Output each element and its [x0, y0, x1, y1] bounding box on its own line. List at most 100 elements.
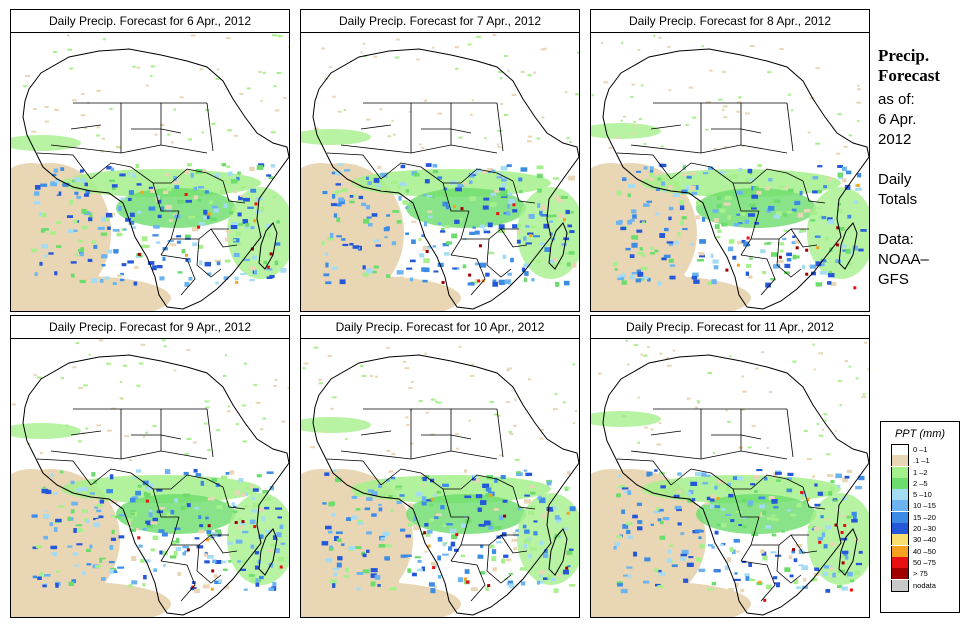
precip-cell	[565, 252, 570, 255]
precip-cell	[41, 488, 49, 494]
precip-cell	[733, 223, 740, 227]
precip-cell	[313, 128, 316, 130]
data-label: Data:	[878, 231, 914, 248]
precip-cell	[815, 142, 821, 145]
precip-cell	[328, 547, 334, 551]
precip-cell	[757, 164, 762, 168]
precip-cell	[524, 529, 530, 534]
heavy-precip-cell	[234, 521, 238, 524]
precip-cell	[469, 113, 473, 116]
precip-cell	[193, 441, 197, 444]
precip-cell	[110, 570, 118, 574]
precip-cell	[650, 166, 654, 171]
precip-cell	[653, 34, 656, 37]
precip-cell	[771, 514, 777, 517]
heavy-precip-cell	[818, 540, 822, 544]
precip-cell	[442, 243, 449, 247]
precip-cell	[481, 170, 488, 174]
precip-cell	[345, 567, 349, 573]
precip-cell	[666, 241, 674, 244]
precip-cell	[454, 548, 459, 552]
precip-cell	[70, 261, 77, 264]
precip-cell	[699, 239, 706, 244]
precip-band	[591, 411, 661, 427]
precip-cell	[794, 200, 801, 206]
heavy-precip-cell	[211, 569, 215, 573]
precip-cell	[539, 570, 545, 575]
precip-cell	[619, 213, 623, 217]
country-border	[670, 468, 751, 490]
precip-cell	[435, 400, 438, 403]
precip-cell	[836, 152, 841, 155]
precip-cell	[44, 106, 49, 108]
precip-cell	[786, 509, 792, 512]
precip-cell	[786, 489, 793, 493]
precip-cell	[363, 513, 368, 518]
precip-cell	[400, 164, 406, 169]
precip-cell	[198, 222, 205, 227]
precip-cell	[142, 583, 146, 587]
country-border	[732, 488, 759, 518]
precip-cell	[570, 263, 577, 268]
heavy-precip-cell	[806, 498, 810, 502]
legend-item: 1 –2	[891, 466, 959, 478]
precip-cell	[690, 506, 697, 512]
precip-cell	[79, 279, 86, 284]
precip-cell	[75, 524, 83, 527]
precip-cell	[672, 349, 676, 352]
precip-cell	[370, 270, 377, 274]
precip-cell	[96, 509, 102, 513]
precip-cell	[100, 232, 108, 236]
precip-cell	[321, 47, 325, 50]
precip-band	[227, 187, 289, 279]
heavy-precip-cell	[253, 525, 257, 529]
precip-cell	[362, 265, 366, 270]
precip-cell	[727, 215, 732, 220]
precip-cell	[184, 550, 188, 553]
precip-cell	[723, 202, 731, 206]
precip-cell	[280, 268, 287, 273]
precip-cell	[352, 245, 360, 249]
precip-cell	[437, 536, 443, 542]
precip-cell	[738, 476, 743, 481]
precip-cell	[801, 491, 806, 496]
country-border	[670, 162, 751, 184]
precip-cell	[265, 529, 272, 534]
precip-cell	[521, 267, 526, 272]
legend-label: 40 –50	[913, 546, 936, 556]
precip-cell	[634, 344, 639, 347]
precip-cell	[253, 270, 258, 275]
precip-cell	[858, 475, 865, 481]
data-source-line1: NOAA–	[878, 251, 929, 268]
panel-title: Daily Precip. Forecast for 7 Apr., 2012	[300, 9, 580, 33]
precip-cell	[492, 567, 497, 572]
forecast-panel-6: Daily Precip. Forecast for 11 Apr., 2012	[590, 315, 870, 618]
precip-cell	[69, 199, 74, 205]
precip-cell	[787, 93, 792, 96]
precip-cell	[643, 143, 647, 145]
precip-cell	[433, 493, 437, 497]
precip-cell	[818, 352, 823, 355]
heavy-precip-cell	[566, 511, 570, 515]
precip-cell	[714, 530, 719, 535]
precip-cell	[177, 571, 182, 576]
precip-cell	[437, 176, 443, 180]
precip-cell	[81, 487, 89, 492]
precip-cell	[727, 588, 734, 593]
precip-cell	[803, 577, 807, 582]
precip-cell	[491, 556, 497, 562]
precip-cell	[84, 193, 89, 197]
country-border	[442, 182, 469, 212]
precip-cell	[853, 200, 858, 204]
precip-cell	[497, 129, 503, 132]
precip-cell	[108, 249, 113, 254]
precip-cell	[215, 560, 222, 564]
country-border	[650, 430, 682, 436]
precip-cell	[815, 67, 821, 70]
precip-cell	[270, 164, 276, 168]
precip-cell	[250, 266, 256, 271]
country-border	[210, 534, 238, 554]
precip-cell	[365, 176, 369, 180]
precip-cell	[243, 588, 248, 591]
precip-cell	[569, 230, 575, 234]
